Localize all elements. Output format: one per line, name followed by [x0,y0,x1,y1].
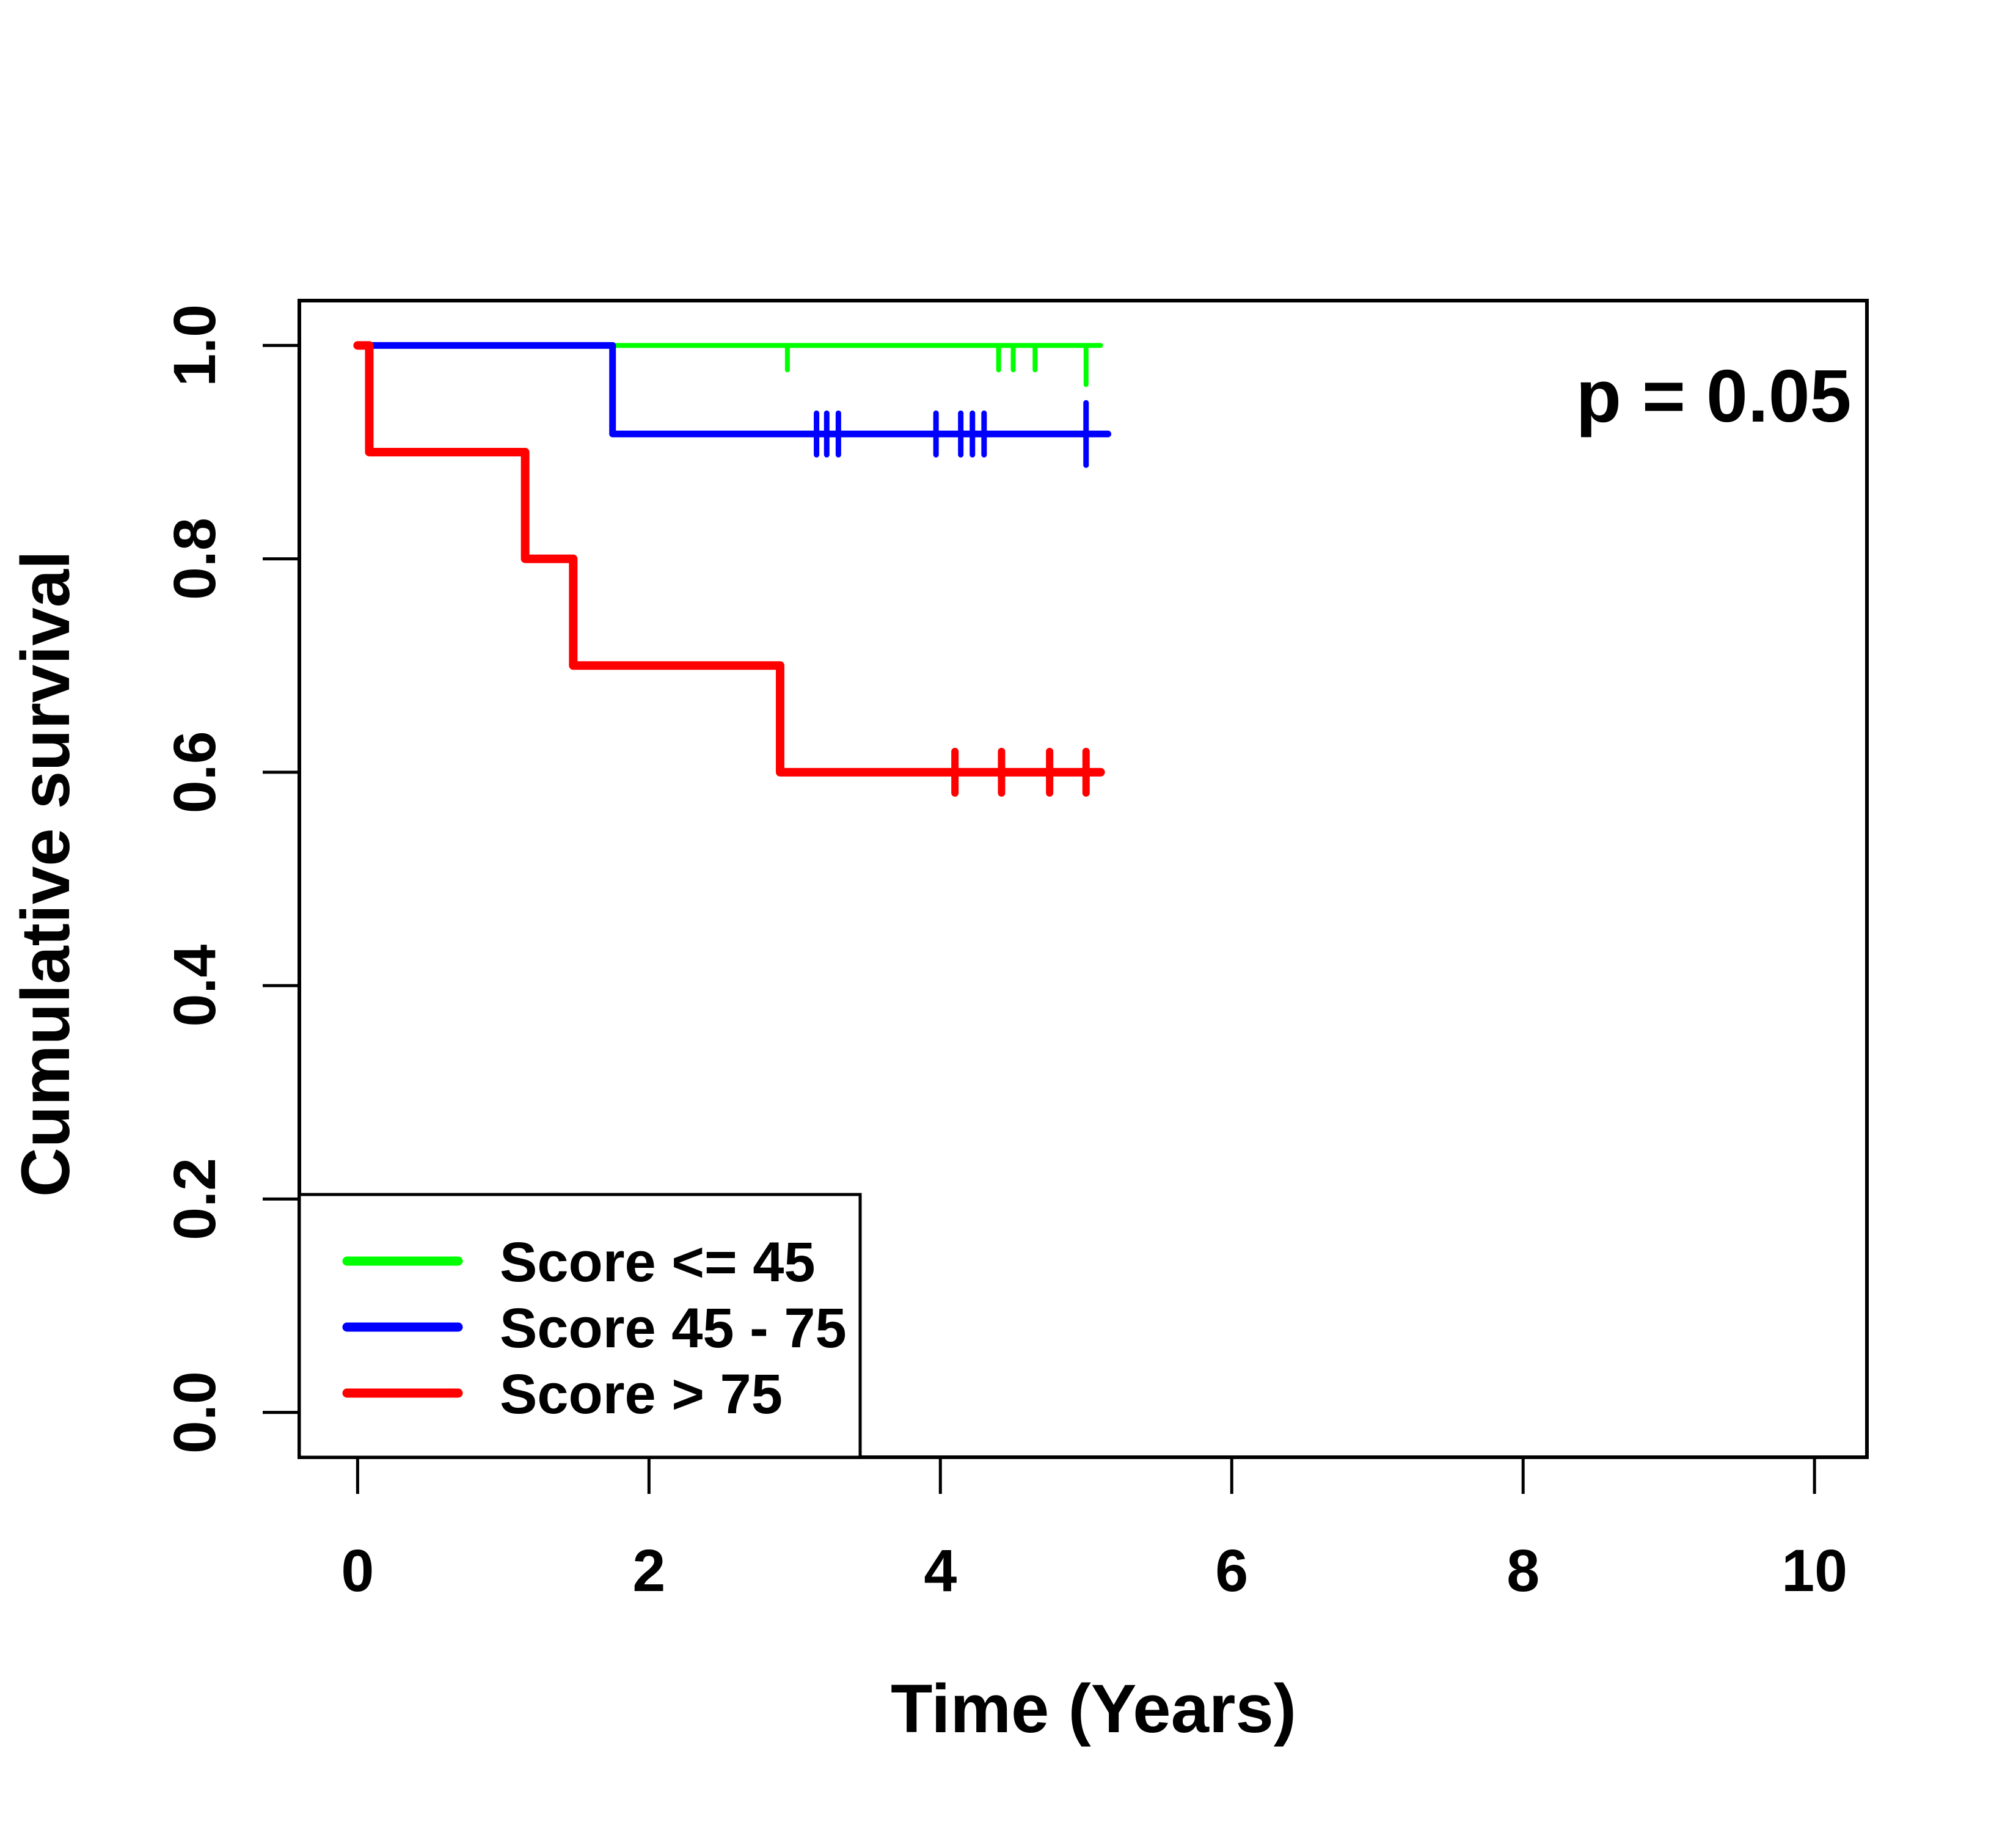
legend-entry-label-score-gt-75: Score > 75 [500,1363,783,1425]
survival-curve-score-75 [353,341,1105,777]
y-axis-title: Cumulative survival [7,551,84,1197]
survival-curve-score-45-75 [354,342,1112,437]
y-tick-label: 0.2 [161,1158,228,1240]
y-tick-label: 1.0 [161,304,228,387]
plot-box [298,299,1869,1459]
legend-entry-label-score-le-45: Score <= 45 [500,1231,816,1293]
legend-entry-label-score-45-75: Score 45 - 75 [500,1297,847,1359]
legend: Score <= 45 Score 45 - 75 Score > 75 [298,1193,862,1459]
y-tick-label: 0.6 [161,731,228,813]
axes: 0 2 4 6 8 10 0.0 0.2 0.4 0.6 0.8 1.0 [161,304,1847,1604]
x-tick-label: 8 [1507,1537,1539,1604]
p-value-annotation: p = 0.05 [1576,354,1851,437]
series-curves [353,341,1112,797]
x-tick-label: 6 [1215,1537,1248,1604]
x-tick-label: 2 [632,1537,665,1604]
y-tick-label: 0.0 [161,1371,228,1454]
x-axis-title: Time (Years) [891,1670,1296,1747]
x-tick-label: 10 [1781,1537,1847,1604]
x-tick-label: 4 [924,1537,957,1604]
x-tick-label: 0 [341,1537,374,1604]
y-tick-label: 0.8 [161,518,228,600]
y-tick-label: 0.4 [161,945,228,1027]
